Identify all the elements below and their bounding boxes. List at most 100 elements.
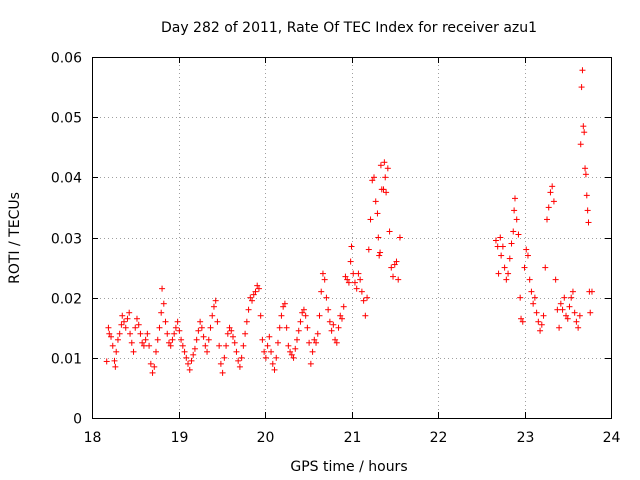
data-point — [579, 67, 586, 74]
data-point — [521, 264, 528, 271]
data-point — [174, 318, 181, 325]
data-point — [128, 339, 135, 346]
data-point — [316, 312, 323, 319]
data-point — [566, 303, 573, 310]
data-point — [580, 123, 587, 130]
data-point — [583, 192, 590, 199]
data-point — [556, 324, 563, 331]
data-point — [325, 306, 332, 313]
data-point — [285, 342, 292, 349]
data-point — [568, 294, 575, 301]
data-point — [105, 324, 112, 331]
data-point — [523, 246, 530, 253]
data-point — [186, 366, 193, 373]
data-point — [492, 237, 499, 244]
data-point — [255, 285, 262, 292]
data-point — [188, 357, 195, 364]
data-point — [547, 189, 554, 196]
data-point — [350, 270, 357, 277]
data-point — [559, 306, 566, 313]
data-point — [261, 348, 268, 355]
data-point — [573, 318, 580, 325]
data-point — [266, 333, 273, 340]
data-point — [240, 342, 247, 349]
data-point — [179, 342, 186, 349]
data-point — [498, 252, 505, 259]
data-point — [288, 351, 295, 358]
data-point — [342, 273, 349, 280]
data-point — [297, 318, 304, 325]
data-point — [557, 300, 564, 307]
data-point — [137, 330, 144, 337]
data-point — [274, 339, 281, 346]
data-point — [330, 321, 337, 328]
data-point — [231, 339, 238, 346]
data-point — [109, 342, 116, 349]
data-point — [332, 336, 339, 343]
data-point — [309, 348, 316, 355]
data-point — [219, 369, 226, 376]
data-point — [348, 243, 355, 250]
data-point — [283, 324, 290, 331]
data-point — [243, 318, 250, 325]
data-point — [151, 363, 158, 370]
y-tick-label: 0.01 — [51, 352, 82, 368]
data-point — [172, 324, 179, 331]
data-point — [193, 336, 200, 343]
data-point — [252, 288, 259, 295]
data-point — [226, 324, 233, 331]
data-point — [223, 342, 230, 349]
data-point — [531, 294, 538, 301]
data-point — [497, 234, 504, 241]
data-point — [311, 336, 318, 343]
data-point — [292, 345, 299, 352]
chart-title: Day 282 of 2011, Rate Of TEC Index for r… — [161, 20, 537, 36]
data-point — [178, 336, 185, 343]
data-point — [103, 358, 110, 365]
data-point — [139, 339, 146, 346]
data-point — [264, 342, 271, 349]
data-point — [210, 303, 217, 310]
data-point — [159, 285, 166, 292]
data-point — [133, 315, 140, 322]
data-point — [508, 240, 515, 247]
data-point — [114, 336, 121, 343]
data-point — [202, 342, 209, 349]
x-tick-labels: 18 19 20 21 22 23 24 — [84, 430, 621, 446]
data-point — [314, 330, 321, 337]
data-point — [212, 297, 219, 304]
data-point — [146, 342, 153, 349]
y-tick-label: 0.06 — [51, 51, 82, 67]
data-point — [495, 270, 502, 277]
data-point — [499, 243, 506, 250]
data-point — [376, 252, 383, 259]
data-point — [554, 306, 561, 313]
grid-lines — [92, 57, 611, 418]
data-point — [345, 279, 352, 286]
data-point — [108, 333, 115, 340]
data-point — [205, 336, 212, 343]
data-point — [183, 354, 190, 361]
data-point — [207, 324, 214, 331]
data-point — [144, 330, 151, 337]
data-point — [154, 336, 161, 343]
data-point — [351, 279, 358, 286]
data-point — [510, 228, 517, 235]
data-point — [323, 294, 330, 301]
data-point — [564, 315, 571, 322]
data-point — [575, 324, 582, 331]
data-point — [390, 273, 397, 280]
data-point — [582, 171, 589, 178]
y-axis-title: ROTI / TECUs — [7, 192, 23, 284]
data-point — [384, 165, 391, 172]
data-point — [149, 369, 156, 376]
data-point — [278, 312, 285, 319]
data-point — [395, 276, 402, 283]
data-point — [197, 318, 204, 325]
data-point — [276, 324, 283, 331]
x-tick-label: 24 — [603, 430, 621, 446]
data-point — [506, 255, 513, 262]
data-point — [176, 327, 183, 334]
data-point — [257, 312, 264, 319]
data-point — [357, 276, 364, 283]
